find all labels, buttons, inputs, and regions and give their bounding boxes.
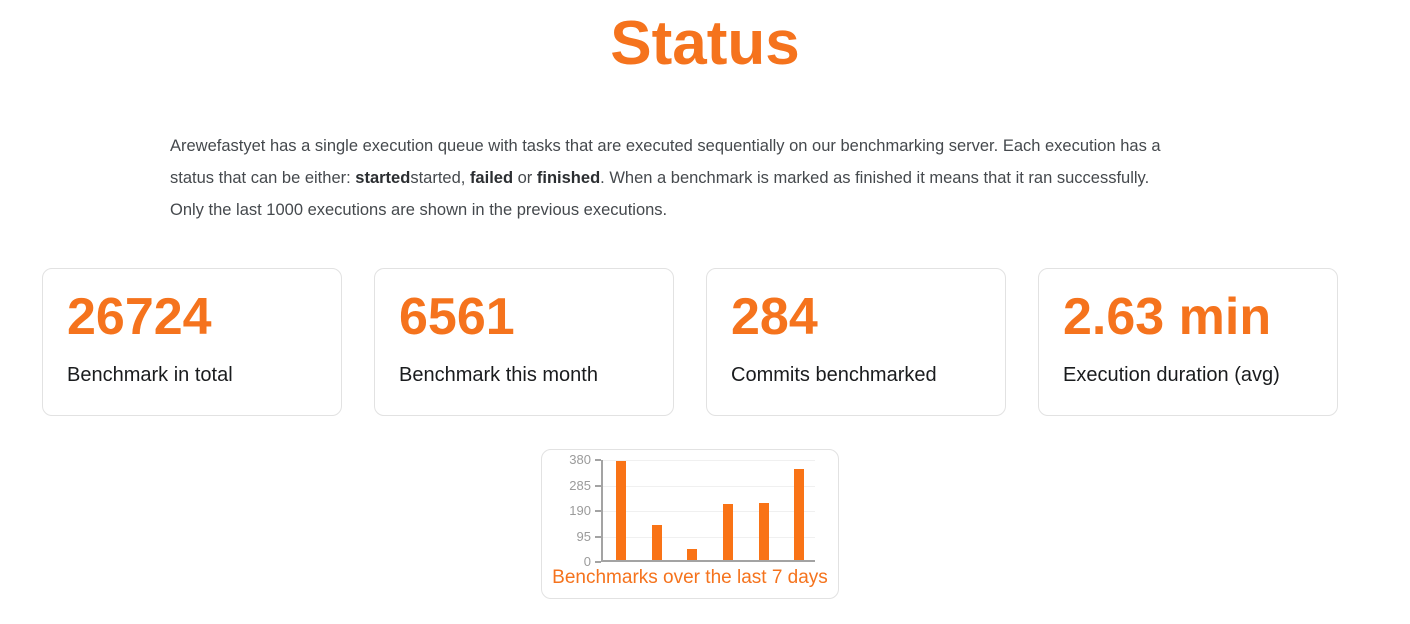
description-line: Arewefastyet has a single execution queu… <box>170 130 1410 162</box>
chart-bar-5[interactable] <box>794 469 804 561</box>
stat-card-0: 26724 Benchmark in total <box>42 268 342 417</box>
description: Arewefastyet has a single execution queu… <box>170 130 1410 226</box>
y-axis-tick <box>595 459 601 462</box>
description-text: status that can be either: <box>170 169 356 188</box>
gridline <box>603 511 815 513</box>
chart-bar-4[interactable] <box>759 503 769 561</box>
description-term: started <box>355 169 411 188</box>
stat-value: 2.63 min <box>1063 288 1272 347</box>
y-axis-label: 285 <box>569 478 591 494</box>
gridline <box>603 486 815 488</box>
page-title: Status <box>610 9 800 78</box>
description-text: Only the last 1000 executions are shown … <box>170 201 668 220</box>
stat-label: Commits benchmarked <box>731 364 937 387</box>
description-term: failed <box>469 169 514 188</box>
description-text: Arewefastyet has a single execution queu… <box>170 137 1161 156</box>
chart-plot[interactable]: 380 285 190 95 0 <box>569 452 815 569</box>
y-axis-tick <box>595 510 601 513</box>
description-text: or <box>513 169 537 188</box>
y-axis-tick <box>595 561 601 564</box>
description-line: Only the last 1000 executions are shown … <box>170 194 1410 226</box>
description-term: finished <box>536 169 601 188</box>
chart-bar-0[interactable] <box>616 461 626 561</box>
stat-value: 284 <box>731 288 818 347</box>
stat-label: Benchmark in total <box>67 364 233 387</box>
gridline <box>603 537 815 539</box>
description-text: . When a benchmark is marked as finished… <box>600 169 1150 188</box>
stat-value: 6561 <box>399 288 515 347</box>
chart-bar-3[interactable] <box>723 504 733 561</box>
stat-card-2: 284 Commits benchmarked <box>706 268 1006 417</box>
y-axis-label: 0 <box>583 554 591 570</box>
description-text: started, <box>410 169 470 188</box>
stat-card-1: 6561 Benchmark this month <box>374 268 674 417</box>
y-axis-label: 190 <box>569 503 591 519</box>
y-axis-label: 380 <box>569 452 591 468</box>
description-line: status that can be either: startedstarte… <box>170 162 1410 194</box>
stat-label: Benchmark this month <box>399 364 598 387</box>
chart-card: 380 285 190 95 0 Benchmarks over the last 7 … <box>541 449 839 600</box>
y-axis-tick <box>595 536 601 539</box>
stat-value: 26724 <box>67 288 212 347</box>
chart-bar-1[interactable] <box>652 525 662 561</box>
stat-label: Execution duration (avg) <box>1063 364 1280 387</box>
chart-title: Benchmarks over the last 7 days <box>552 567 828 589</box>
y-axis-tick <box>595 485 601 488</box>
stat-card-3: 2.63 min Execution duration (avg) <box>1038 268 1338 417</box>
stats-cards-row: 26724 Benchmark in total 6561 Benchmark thi… <box>42 268 1410 417</box>
gridline <box>603 460 815 462</box>
y-axis-label: 95 <box>576 529 591 545</box>
chart-bar-2[interactable] <box>687 549 697 561</box>
